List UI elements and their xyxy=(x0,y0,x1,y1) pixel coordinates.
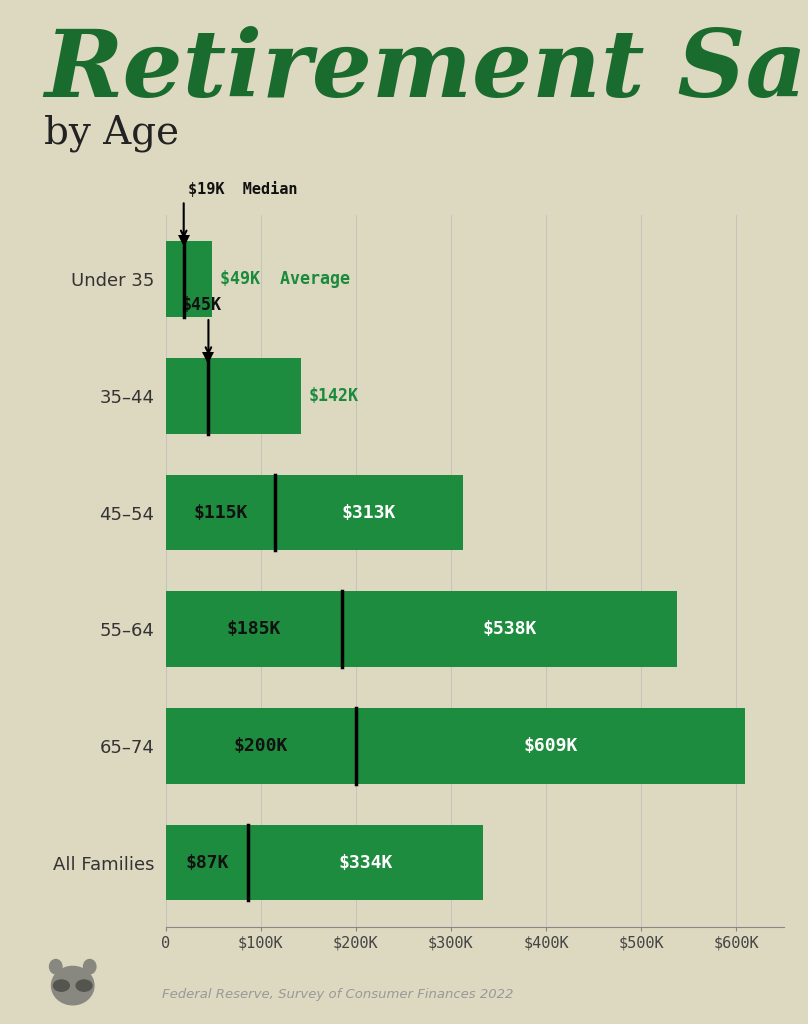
Text: $19K  Median: $19K Median xyxy=(187,181,297,197)
Text: $185K: $185K xyxy=(226,621,281,638)
Text: $115K: $115K xyxy=(193,504,247,521)
Ellipse shape xyxy=(83,959,96,974)
Bar xyxy=(166,591,677,667)
Bar xyxy=(166,824,483,900)
Text: $313K: $313K xyxy=(342,504,397,521)
Bar xyxy=(166,358,301,434)
Ellipse shape xyxy=(52,967,94,1005)
Ellipse shape xyxy=(49,959,62,974)
Text: $538K: $538K xyxy=(482,621,537,638)
Text: $200K: $200K xyxy=(234,737,288,755)
Text: $142K: $142K xyxy=(309,387,358,404)
Text: by Age: by Age xyxy=(44,115,179,153)
Text: $334K: $334K xyxy=(339,854,393,871)
Ellipse shape xyxy=(53,980,69,991)
Text: Federal Reserve, Survey of Consumer Finances 2022: Federal Reserve, Survey of Consumer Fina… xyxy=(162,988,513,1001)
Text: $87K: $87K xyxy=(185,854,229,871)
Bar xyxy=(166,242,213,317)
Ellipse shape xyxy=(76,980,92,991)
Text: Retirement Savings: Retirement Savings xyxy=(44,26,808,118)
Text: $45K: $45K xyxy=(182,296,222,313)
Bar xyxy=(166,475,463,551)
Text: $49K  Average: $49K Average xyxy=(220,270,350,288)
Text: $609K: $609K xyxy=(523,737,578,755)
Bar xyxy=(166,708,745,783)
